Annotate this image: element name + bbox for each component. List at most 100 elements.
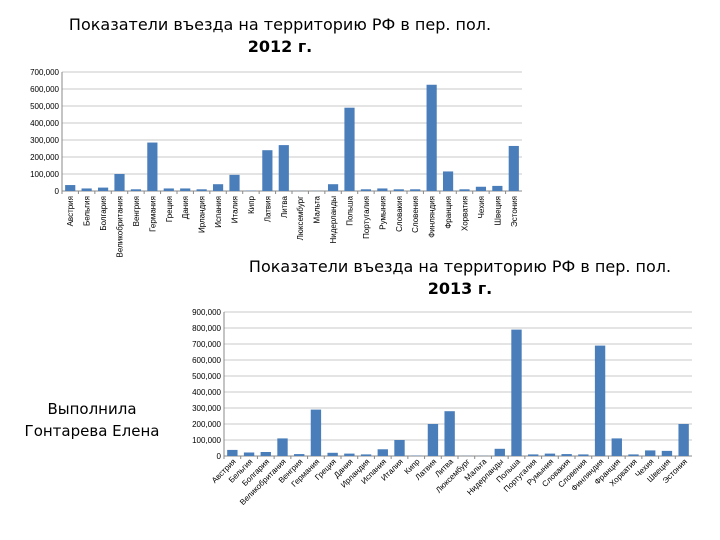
x-category-label: Словения: [411, 196, 420, 233]
bar: [327, 452, 338, 456]
bar: [494, 448, 505, 456]
x-category-label: Люксембург: [296, 196, 305, 240]
bar: [444, 411, 455, 456]
y-tick-label: 200,000: [30, 153, 59, 162]
bar: [427, 424, 439, 456]
bar: [310, 409, 322, 456]
x-category-label: Венгрия: [132, 196, 141, 226]
y-tick-label: 0: [217, 452, 222, 461]
bar: [544, 453, 556, 456]
bar: [97, 187, 109, 191]
y-tick-label: 700,000: [30, 68, 59, 77]
x-category-label: Нидерланды: [329, 196, 338, 244]
x-category-label: Ирландия: [198, 196, 207, 233]
bar: [561, 454, 572, 456]
y-tick-label: 0: [55, 187, 60, 196]
x-category-label: Кипр: [247, 195, 256, 213]
bar: [475, 186, 487, 191]
bar: [243, 452, 255, 456]
chart-2-title: Показатели въезда на территорию РФ в пер…: [240, 256, 680, 300]
bar: [628, 454, 639, 456]
x-category-label: Финляндия: [428, 196, 437, 238]
bar: [180, 188, 191, 191]
bar: [511, 329, 522, 456]
bar: [394, 440, 405, 456]
y-tick-label: 400,000: [192, 388, 221, 397]
bar: [277, 438, 288, 456]
bar: [196, 189, 207, 191]
x-category-label: Великобритания: [116, 196, 125, 257]
x-category-label: Болгария: [99, 196, 108, 231]
bar: [227, 449, 238, 456]
x-category-label: Дания: [181, 196, 190, 219]
x-category-label: Латвия: [263, 196, 272, 222]
x-category-label: Германия: [148, 196, 157, 232]
x-category-label: Швеция: [493, 196, 502, 225]
x-category-label: Франция: [444, 196, 453, 229]
x-category-label: Португалия: [362, 196, 371, 239]
bar: [212, 184, 224, 191]
x-category-label: Словакия: [395, 196, 404, 232]
bar: [611, 438, 622, 456]
bar: [678, 424, 689, 456]
bar: [327, 184, 339, 191]
y-tick-label: 500,000: [30, 102, 59, 111]
y-tick-label: 800,000: [192, 324, 221, 333]
y-tick-label: 300,000: [30, 136, 59, 145]
y-tick-label: 100,000: [192, 436, 221, 445]
bar: [114, 174, 125, 191]
x-category-label: Польша: [346, 195, 355, 225]
bar: [130, 189, 142, 191]
x-category-label: Италия: [231, 196, 240, 223]
x-category-label: Испания: [214, 196, 223, 228]
bar: [528, 454, 539, 456]
author-line1: Выполнила: [47, 400, 137, 418]
x-category-label: Чехия: [477, 196, 486, 218]
chart-2-title-line1: Показатели въезда на территорию РФ в пер…: [248, 257, 672, 276]
chart-2013: 0 100,000 200,000 300,000 400,000 500,000 600,…: [192, 308, 692, 507]
chart-1-title-line1: Показатели въезда на территорию РФ в пер…: [68, 15, 492, 34]
bar: [442, 171, 454, 191]
bar: [410, 189, 421, 191]
chart-2-title-line2: 2013 г.: [427, 279, 493, 298]
bar: [260, 452, 271, 456]
author-line2: Гонтарева Елена: [24, 422, 160, 440]
x-category-label: Мальта: [313, 195, 322, 223]
y-tick-label: 200,000: [192, 420, 221, 429]
bar: [459, 189, 470, 191]
bar: [393, 189, 404, 191]
chart-1-title-line2: 2012 г.: [247, 37, 313, 56]
bar: [492, 185, 503, 191]
bar: [426, 84, 437, 191]
bar: [377, 188, 388, 191]
bar: [594, 345, 606, 456]
bar: [163, 188, 174, 191]
y-tick-label: 900,000: [192, 308, 221, 317]
bar: [147, 142, 158, 191]
chart-1-title: Показатели въезда на территорию РФ в пер…: [60, 14, 500, 58]
bar: [344, 453, 355, 456]
y-tick-label: 600,000: [192, 356, 221, 365]
bar: [229, 174, 240, 191]
bar: [262, 150, 273, 191]
bar: [344, 107, 355, 191]
y-tick-label: 300,000: [192, 404, 221, 413]
bar: [645, 450, 656, 456]
bar: [578, 454, 589, 456]
x-category-label: Бельгия: [83, 196, 92, 226]
x-category-label: Румыния: [378, 196, 387, 230]
bar: [278, 145, 289, 191]
y-tick-label: 400,000: [30, 119, 59, 128]
bar: [65, 185, 76, 191]
x-category-label: Греция: [165, 196, 174, 222]
y-tick-label: 100,000: [30, 170, 59, 179]
bar: [661, 450, 673, 456]
y-tick-label: 500,000: [192, 372, 221, 381]
bar: [508, 145, 519, 191]
bar: [360, 454, 372, 456]
chart-2012: 0 100,000 200,000 300,000 400,000 500,000 600,…: [30, 68, 522, 257]
bar: [360, 189, 372, 191]
x-category-label: Литва: [280, 195, 289, 218]
y-tick-label: 700,000: [192, 340, 221, 349]
